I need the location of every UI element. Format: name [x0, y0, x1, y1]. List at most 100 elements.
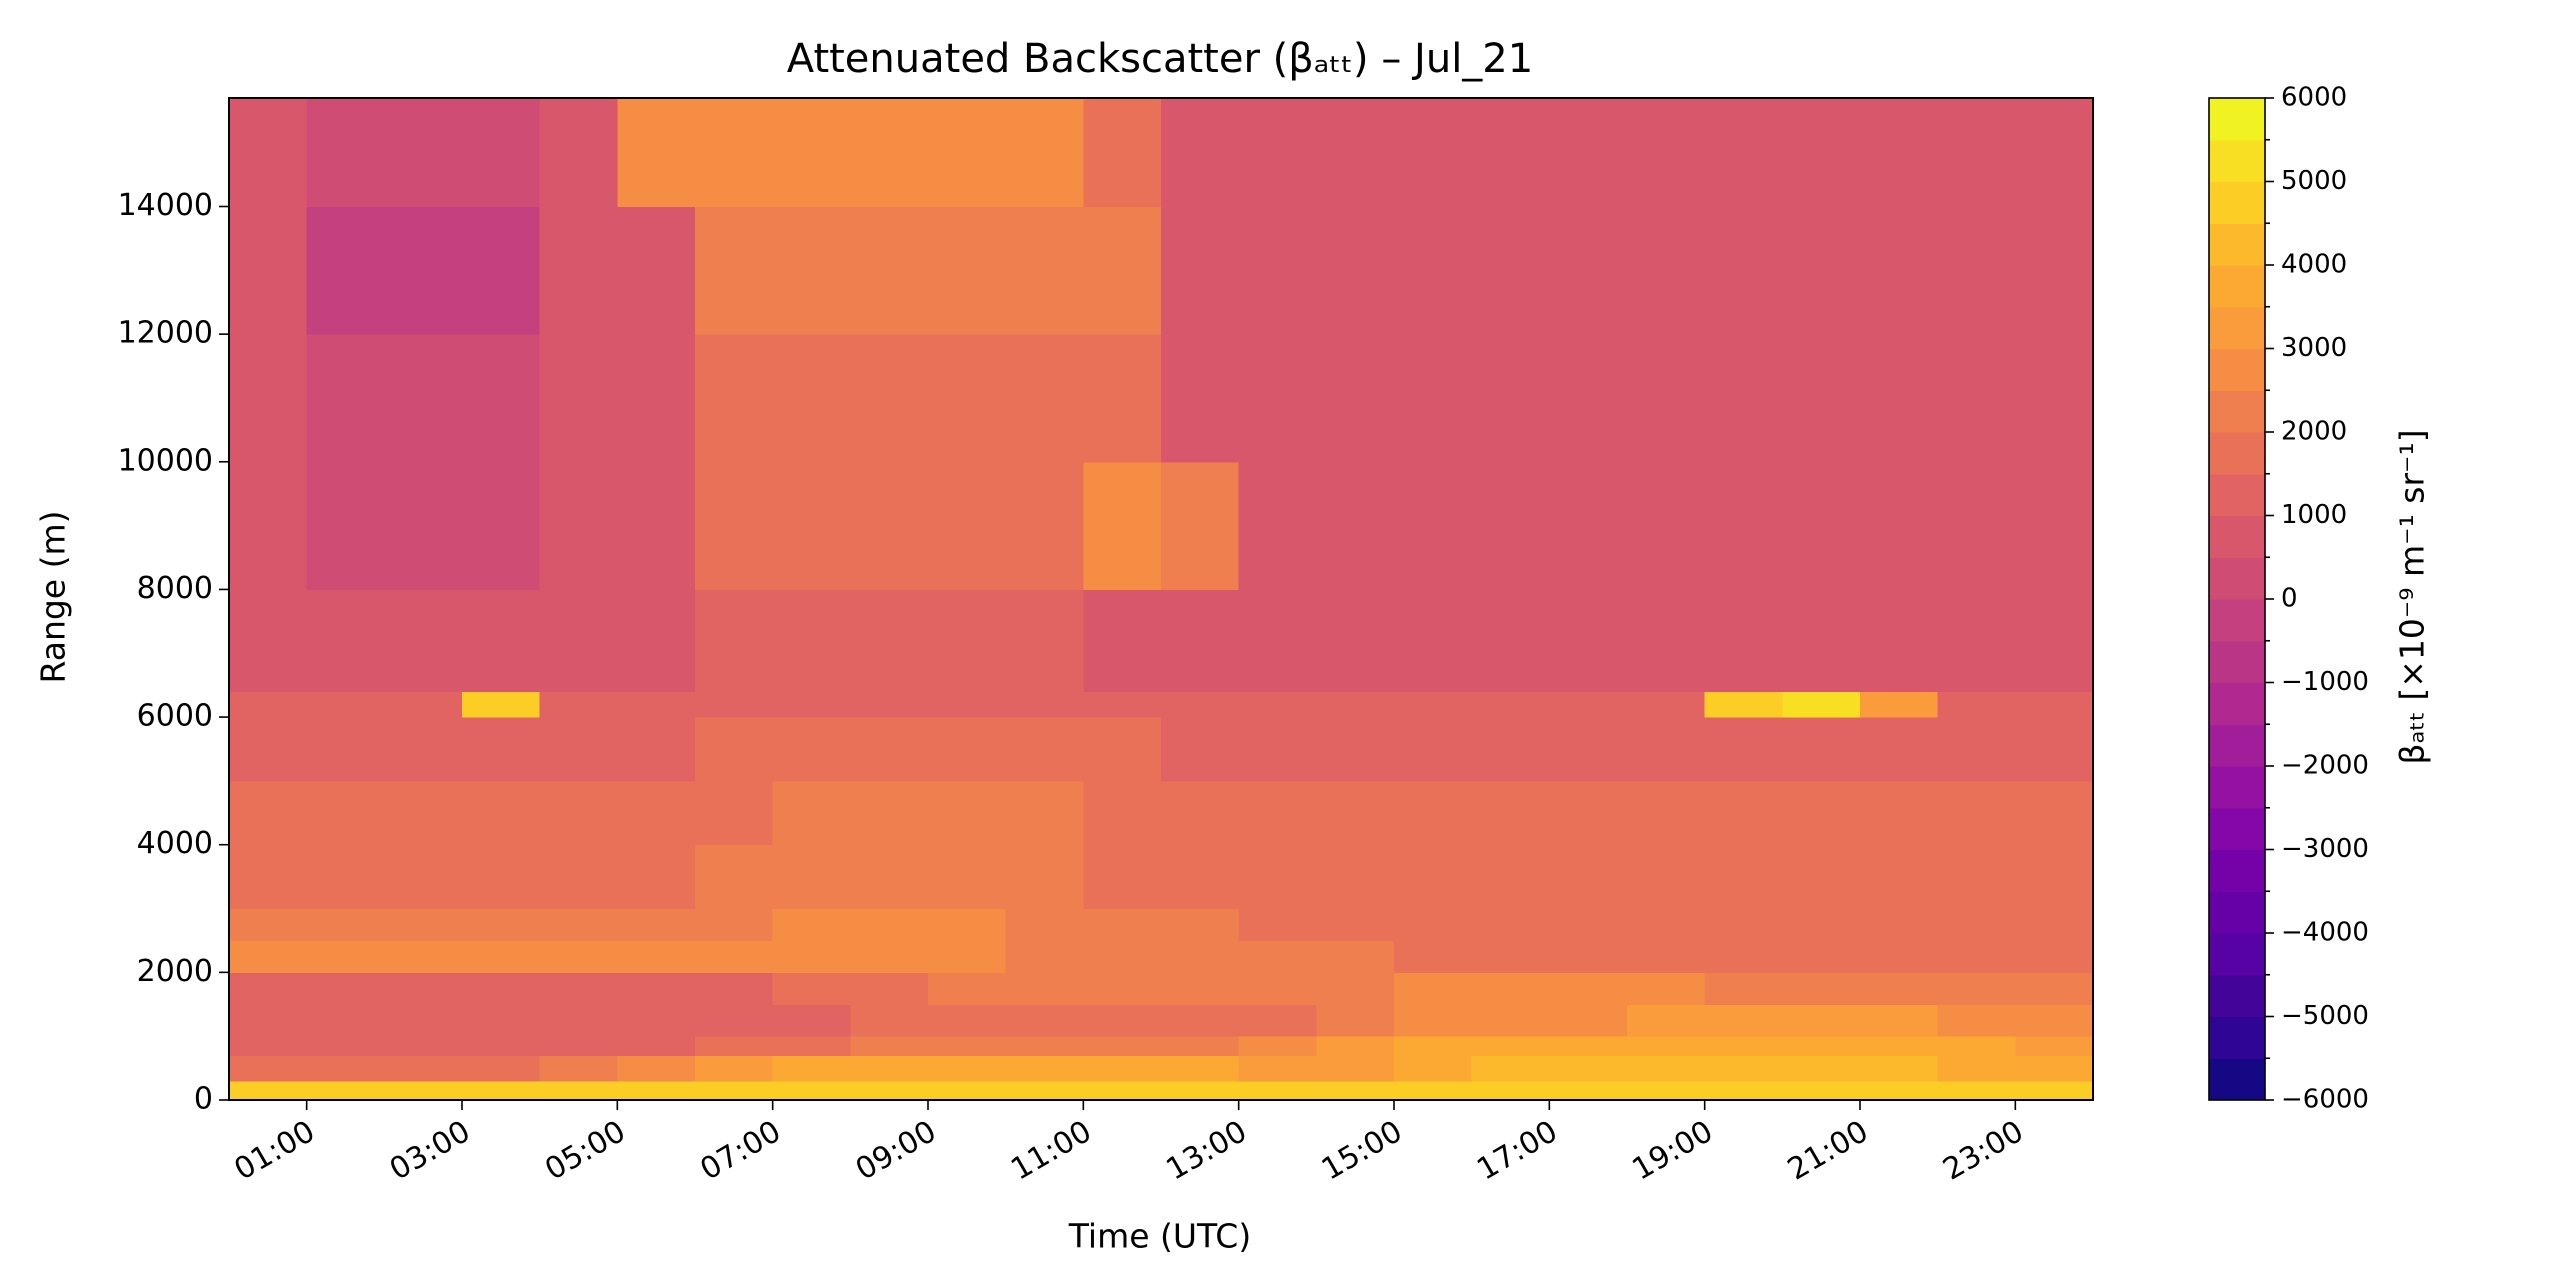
heatmap-cell: [617, 972, 696, 1005]
heatmap-cell: [1238, 334, 1317, 463]
heatmap-cell: [1549, 1055, 1628, 1082]
heatmap-cell: [462, 1080, 541, 1101]
heatmap-cell: [850, 908, 929, 941]
heatmap-cell: [1316, 908, 1395, 941]
heatmap-cell: [229, 206, 308, 335]
heatmap-cell: [1471, 1080, 1550, 1101]
heatmap-cell: [928, 98, 1007, 207]
heatmap-cell: [229, 717, 308, 782]
heatmap-cell: [928, 1004, 1007, 1037]
heatmap-cell: [1005, 206, 1084, 335]
x-tick-label: 03:00: [384, 1114, 476, 1188]
heatmap-cell: [306, 717, 385, 782]
heatmap-cell: [462, 206, 541, 335]
heatmap-cell: [1316, 780, 1395, 846]
heatmap-cell: [1704, 691, 1783, 718]
heatmap-cell: [1083, 1055, 1162, 1082]
colorbar-band: [2209, 1058, 2265, 1101]
heatmap-cell: [539, 844, 618, 910]
colorbar-tick-label: 4000: [2281, 250, 2347, 280]
heatmap-cell: [462, 844, 541, 910]
heatmap-cell: [1005, 589, 1084, 693]
heatmap-cell: [1782, 908, 1861, 941]
heatmap-cell: [850, 589, 929, 693]
heatmap-cell: [1782, 98, 1861, 207]
heatmap-cell: [695, 461, 774, 590]
heatmap-cell: [1860, 691, 1939, 718]
heatmap-cell: [1238, 589, 1317, 693]
colorbar-label: βₐₜₜ [×10⁻⁹ m⁻¹ sr⁻¹]: [2393, 429, 2432, 764]
heatmap-cell: [617, 1080, 696, 1101]
heatmap-cell: [2015, 589, 2094, 693]
heatmap-cell: [229, 940, 308, 973]
heatmap-cell: [1549, 844, 1628, 910]
x-tick-label: 19:00: [1627, 1114, 1719, 1188]
heatmap-cell: [306, 1080, 385, 1101]
heatmap-cell: [850, 780, 929, 846]
heatmap-cell: [462, 717, 541, 782]
heatmap-cell: [306, 908, 385, 941]
heatmap-cell: [772, 589, 851, 693]
heatmap-cell: [1627, 1080, 1706, 1101]
heatmap-cell: [1860, 1004, 1939, 1037]
heatmap-cell: [1627, 334, 1706, 463]
heatmap-cell: [384, 1080, 463, 1101]
heatmap-cell: [1549, 98, 1628, 207]
heatmap-cell: [1161, 1080, 1240, 1101]
heatmap-cell: [617, 844, 696, 910]
heatmap-cell: [850, 844, 929, 910]
heatmap-cell: [850, 334, 929, 463]
heatmap-cell: [1083, 940, 1162, 973]
heatmap: [229, 98, 2094, 1101]
heatmap-cell: [1627, 844, 1706, 910]
x-tick-label: 01:00: [229, 1114, 321, 1188]
heatmap-cell: [695, 1055, 774, 1082]
heatmap-cell: [1316, 717, 1395, 782]
heatmap-cell: [928, 461, 1007, 590]
heatmap-cell: [850, 1036, 929, 1056]
heatmap-cell: [1627, 1036, 1706, 1056]
heatmap-cell: [1083, 589, 1162, 693]
x-tick-label: 05:00: [539, 1114, 631, 1188]
heatmap-cell: [1316, 461, 1395, 590]
heatmap-cell: [1471, 98, 1550, 207]
heatmap-cell: [2015, 940, 2094, 973]
heatmap-cell: [306, 972, 385, 1005]
heatmap-cell: [1005, 844, 1084, 910]
heatmap-cell: [1083, 691, 1162, 718]
heatmap-cell: [1394, 940, 1473, 973]
heatmap-cell: [1238, 461, 1317, 590]
heatmap-cell: [1937, 780, 2016, 846]
heatmap-cell: [384, 461, 463, 590]
heatmap-cell: [1627, 780, 1706, 846]
heatmap-cell: [1704, 1036, 1783, 1056]
x-tick-label: 13:00: [1161, 1114, 1253, 1188]
colorbar-band: [2209, 557, 2265, 600]
y-axis-label: Range (m): [34, 511, 73, 684]
heatmap-cell: [1471, 844, 1550, 910]
heatmap-cell: [1471, 972, 1550, 1005]
heatmap-cell: [772, 717, 851, 782]
heatmap-cell: [1161, 461, 1240, 590]
heatmap-cell: [539, 206, 618, 335]
heatmap-cell: [928, 1055, 1007, 1082]
colorbar-band: [2209, 849, 2265, 892]
colorbar-tick-label: −2000: [2281, 751, 2369, 781]
colorbar-band: [2209, 640, 2265, 683]
heatmap-cell: [1782, 334, 1861, 463]
heatmap-cell: [1860, 972, 1939, 1005]
heatmap-cell: [1238, 717, 1317, 782]
heatmap-cell: [1161, 1036, 1240, 1056]
heatmap-cell: [1549, 206, 1628, 335]
heatmap-cell: [1627, 1055, 1706, 1082]
heatmap-cell: [850, 98, 929, 207]
heatmap-cell: [772, 1036, 851, 1056]
y-tick-label: 8000: [137, 571, 213, 606]
x-tick-label: 11:00: [1005, 1114, 1097, 1188]
heatmap-cell: [462, 1004, 541, 1037]
heatmap-cell: [539, 1004, 618, 1037]
heatmap-cell: [1704, 908, 1783, 941]
heatmap-cell: [539, 908, 618, 941]
heatmap-cell: [1083, 334, 1162, 463]
heatmap-cell: [2015, 1080, 2094, 1101]
